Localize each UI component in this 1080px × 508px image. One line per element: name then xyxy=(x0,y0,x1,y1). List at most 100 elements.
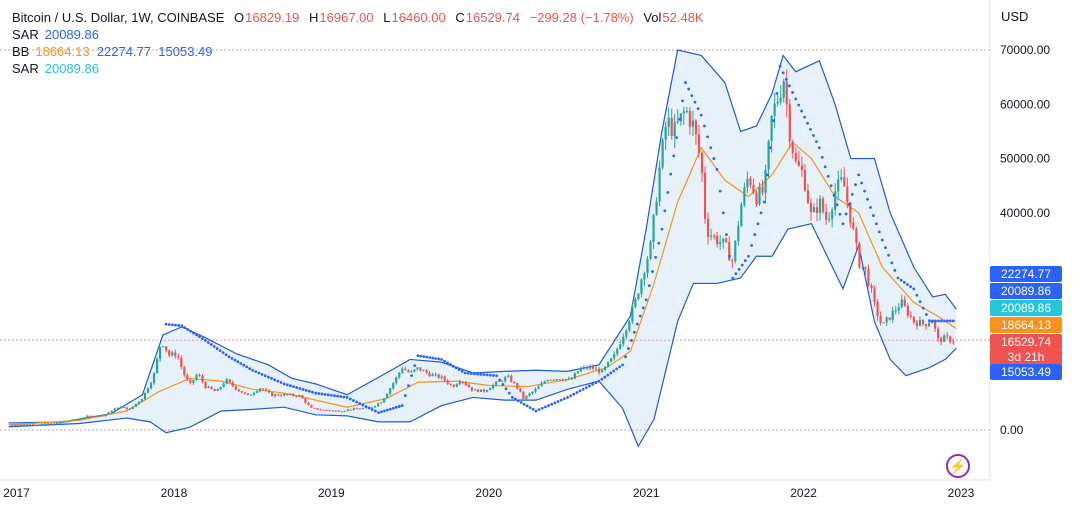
sar-dot xyxy=(562,397,566,401)
sar-dot xyxy=(857,173,861,177)
sar-dot xyxy=(370,408,374,411)
candle-body xyxy=(261,388,265,390)
bb-mid-price-tag: 18664.13 xyxy=(990,317,1062,333)
candle-body xyxy=(295,395,298,397)
sar-dot xyxy=(388,407,392,411)
sar-dot xyxy=(180,324,184,328)
sar-dot xyxy=(298,387,302,390)
sar-dot xyxy=(282,382,286,386)
candle-body xyxy=(870,285,873,289)
sar-legend-row[interactable]: SAR 20089.86 xyxy=(12,26,710,43)
candle-body xyxy=(189,379,192,383)
time-tick-label: 2021 xyxy=(633,486,660,500)
sar-dot xyxy=(204,339,207,342)
candle-body xyxy=(125,407,128,410)
sar-dot xyxy=(556,400,560,403)
candle-body xyxy=(255,391,259,393)
open-value: O16829.19 xyxy=(234,10,300,25)
bb-legend-row[interactable]: BB 18664.13 22274.77 15053.49 xyxy=(12,43,710,60)
candle-body xyxy=(449,383,452,385)
sar-dot xyxy=(186,328,190,331)
sar-dot xyxy=(206,341,210,344)
sar-dot xyxy=(233,358,237,362)
candle-body xyxy=(743,187,746,205)
candle-body xyxy=(600,369,604,373)
currency-label[interactable]: USD xyxy=(1001,9,1029,24)
candle-body xyxy=(794,152,797,162)
candle-body xyxy=(788,104,791,142)
candle-body xyxy=(140,399,144,402)
candle-body xyxy=(861,266,864,268)
candle-body xyxy=(891,310,894,320)
candle-body xyxy=(716,235,719,245)
sar-dot xyxy=(311,390,314,394)
sar-dot xyxy=(942,319,946,323)
candle-body xyxy=(410,371,413,373)
time-tick-label: 2017 xyxy=(3,486,30,500)
candle-body xyxy=(673,121,676,137)
sar-dot xyxy=(847,202,851,206)
candle-body xyxy=(812,207,816,213)
sar-dot xyxy=(333,394,336,398)
sar-dot xyxy=(473,372,476,376)
candle-body xyxy=(604,366,607,370)
time-axis[interactable]: 2017 2018 2019 2020 2021 2022 2023 xyxy=(3,486,975,500)
sar-dot xyxy=(177,324,181,327)
candle-body xyxy=(567,378,570,380)
sar-dot xyxy=(198,335,201,339)
candle-body xyxy=(470,387,474,391)
candle-body xyxy=(800,165,803,171)
sar-dot xyxy=(880,238,884,242)
sar-dot xyxy=(750,244,754,247)
sar-dot xyxy=(737,267,741,271)
candle-body xyxy=(313,407,316,409)
sar-dot xyxy=(575,391,579,394)
candle-body xyxy=(355,408,358,410)
sar-dot xyxy=(339,395,343,398)
symbol-row[interactable]: Bitcoin / U.S. Dollar, 1W, COINBASE O168… xyxy=(12,9,710,26)
sar-dot xyxy=(740,263,744,267)
bollinger-fill xyxy=(8,50,957,447)
candle-body xyxy=(946,335,949,337)
sar-dot xyxy=(721,211,725,215)
candle-body xyxy=(428,372,431,377)
candle-body xyxy=(195,374,198,380)
close-value: C16529.74 xyxy=(455,10,520,25)
candle-body xyxy=(579,367,582,372)
sar-dot xyxy=(806,121,809,125)
sar-dot xyxy=(747,254,750,258)
candle-body xyxy=(361,408,365,410)
candle-body xyxy=(933,320,937,329)
sar-dot xyxy=(245,365,249,369)
sar-dot xyxy=(931,319,934,323)
candle-body xyxy=(585,367,589,369)
sar-dot xyxy=(887,253,890,257)
sar-dot xyxy=(641,306,645,310)
sar-dot xyxy=(525,404,529,408)
lightning-icon[interactable]: ⚡ xyxy=(946,454,970,478)
sar2-legend-row[interactable]: SAR 20089.86 xyxy=(12,60,710,77)
bb-upper-line xyxy=(8,49,957,424)
candle-body xyxy=(791,141,794,153)
candle-body xyxy=(159,346,162,359)
candle-body xyxy=(492,384,495,389)
sar-dot xyxy=(507,391,511,395)
candle-body xyxy=(440,376,443,379)
sar-dot xyxy=(784,77,788,81)
sar-dot xyxy=(320,392,324,396)
candle-body xyxy=(162,346,165,348)
price-axis[interactable]: 70000.00 60000.00 50000.00 40000.00 0.00 xyxy=(1000,43,1050,437)
candle-body xyxy=(340,411,343,413)
candle-body xyxy=(40,423,44,425)
candle-body xyxy=(337,410,340,412)
candle-body xyxy=(98,415,101,417)
candle-body xyxy=(207,386,210,388)
sar-dot xyxy=(627,347,630,350)
symbol-title[interactable]: Bitcoin / U.S. Dollar, 1W, COINBASE xyxy=(12,10,225,25)
sar-dot xyxy=(874,222,878,226)
sar-dot xyxy=(612,369,616,373)
candle-body xyxy=(685,110,688,112)
sar-dot xyxy=(902,280,906,284)
candle-body xyxy=(174,352,177,357)
